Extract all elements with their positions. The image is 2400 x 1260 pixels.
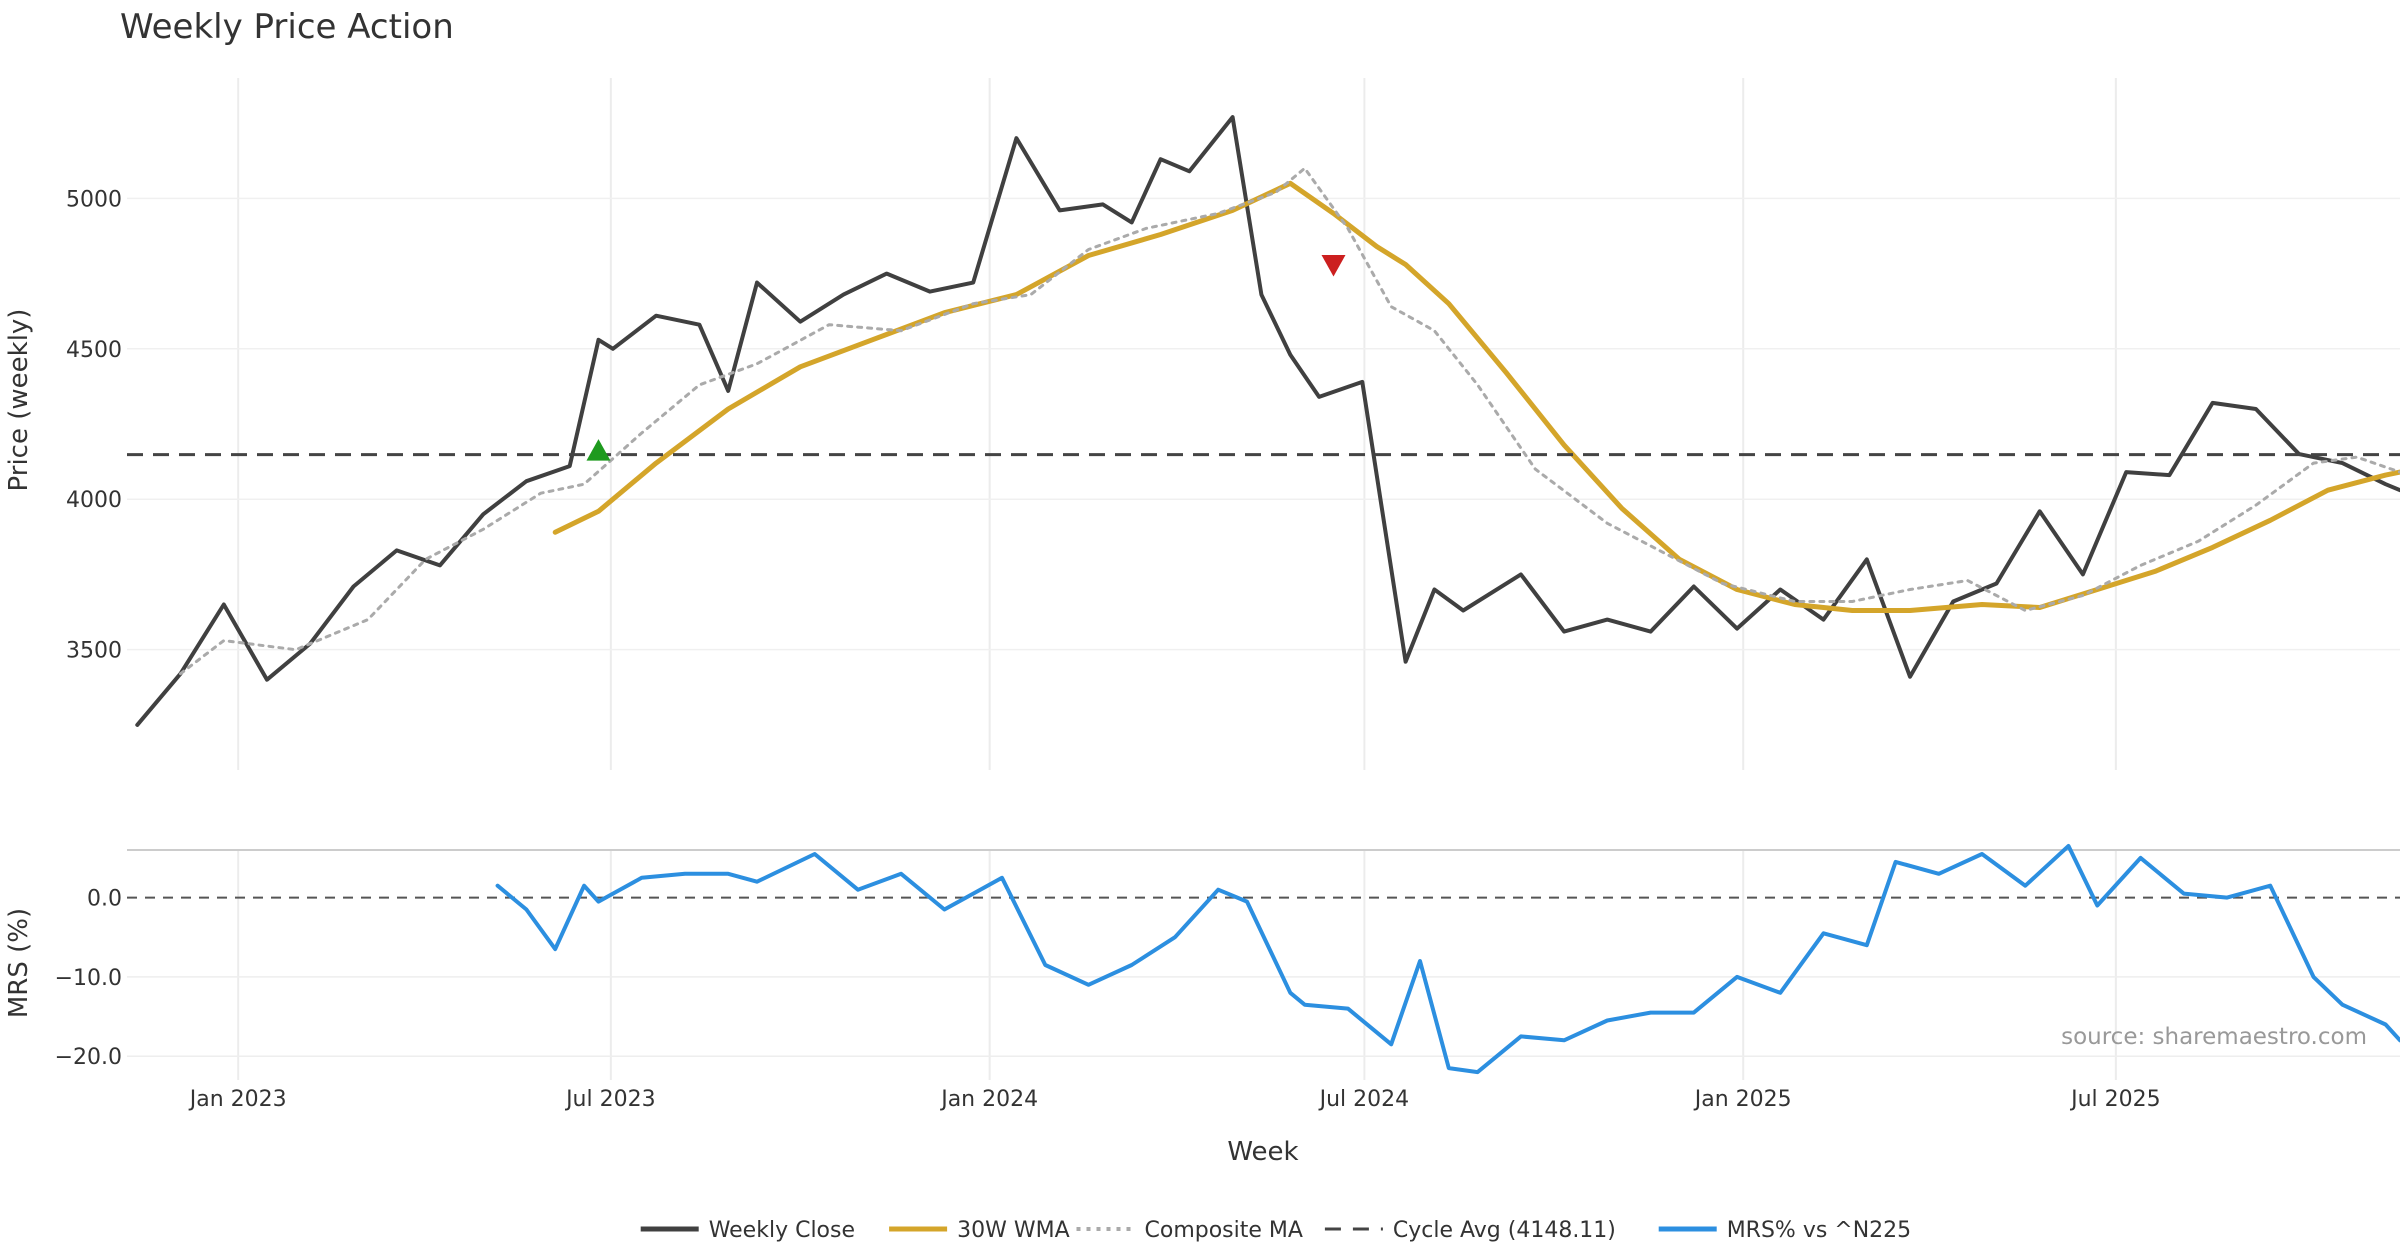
- legend-label-composite-ma: Composite MA: [1145, 1218, 1303, 1243]
- price-axis-title: Price (weekly): [4, 309, 34, 492]
- sell-signal-marker: [1321, 254, 1346, 277]
- x-tick-label: Jan 2023: [188, 1087, 287, 1112]
- mrs-panel: 0.0 −10.0 −20.0: [55, 844, 2400, 1080]
- legend: Weekly Close 30W WMA Composite MA Cycle Avg…: [640, 1218, 1912, 1243]
- x-axis: Jan 2023 Jul 2023 Jan 2024 Jul 2024 Jan 2025…: [188, 1087, 2161, 1112]
- x-tick-label: Jul 2023: [564, 1087, 656, 1112]
- source-note: source: sharemaestro.com: [2061, 1024, 2367, 1050]
- mrs-y-tick-label: −10.0: [55, 966, 122, 991]
- mrs-axis-title: MRS (%): [4, 908, 34, 1018]
- chart-title: Weekly Price Action: [120, 7, 454, 47]
- series-line-weekly-close: [135, 115, 2400, 727]
- x-axis-title: Week: [1227, 1137, 1298, 1167]
- x-tick-label: Jan 2025: [1693, 1087, 1792, 1112]
- legend-label-30w-wma: 30W WMA: [957, 1218, 1070, 1243]
- mrs-y-tick-label: 0.0: [87, 887, 122, 912]
- buy-signal-marker: [586, 439, 611, 461]
- legend-label-cycle-avg-4148-11: Cycle Avg (4148.11): [1393, 1218, 1616, 1243]
- x-tick-label: Jul 2024: [1318, 1087, 1410, 1112]
- x-tick-label: Jul 2025: [2069, 1087, 2161, 1112]
- x-tick-label: Jan 2024: [939, 1087, 1038, 1112]
- series-line-composite-ma: [179, 166, 2400, 676]
- series-line-mrs: [495, 844, 2400, 1075]
- series-line-30w-wma: [552, 180, 2400, 613]
- price-y-tick-label: 4000: [66, 488, 122, 513]
- legend-label-weekly-close: Weekly Close: [709, 1218, 855, 1243]
- price-y-tick-label: 3500: [66, 639, 122, 664]
- price-y-tick-label: 5000: [66, 187, 122, 212]
- price-panel: 3500 4000 4500 5000: [66, 78, 2400, 770]
- price-y-tick-label: 4500: [66, 338, 122, 363]
- legend-label-mrs-vs-n225: MRS% vs ^N225: [1727, 1218, 1912, 1243]
- mrs-y-tick-label: −20.0: [55, 1045, 122, 1070]
